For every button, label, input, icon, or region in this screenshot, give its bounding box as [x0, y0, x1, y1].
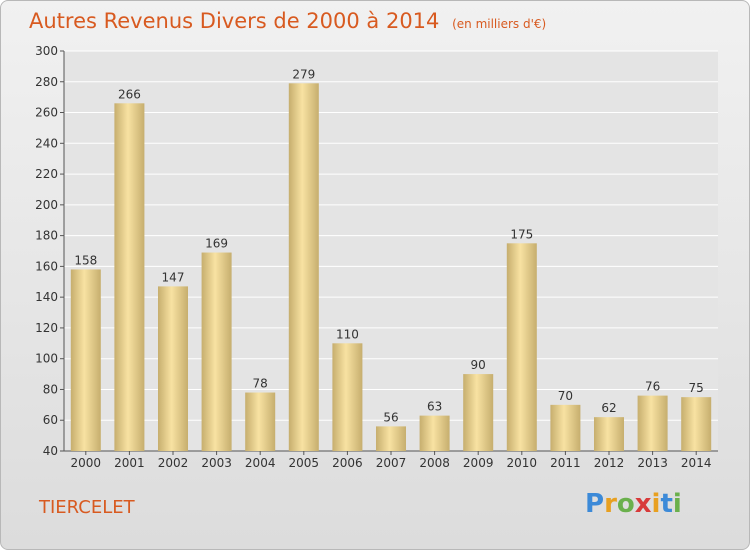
y-tick-label: 240: [35, 136, 58, 150]
data-label: 78: [253, 377, 268, 391]
x-tick-label: 2009: [463, 456, 494, 470]
data-label: 110: [336, 327, 359, 341]
chart-title: Autres Revenus Divers de 2000 à 2014 (en…: [29, 9, 546, 33]
x-tick-label: 2014: [681, 456, 712, 470]
data-label: 158: [74, 253, 97, 267]
y-tick-label: 100: [35, 352, 58, 366]
data-label: 175: [510, 227, 533, 241]
y-tick-label: 220: [35, 167, 58, 181]
data-label: 266: [118, 87, 141, 101]
bar: [332, 343, 363, 451]
data-label: 147: [162, 270, 185, 284]
data-label: 63: [427, 400, 442, 414]
chart-unit: (en milliers d'€): [452, 17, 547, 31]
y-tick-label: 180: [35, 229, 58, 243]
data-label: 90: [471, 358, 486, 372]
bar: [245, 392, 276, 451]
bar: [506, 243, 537, 451]
y-tick-label: 140: [35, 290, 58, 304]
y-tick-label: 60: [43, 413, 58, 427]
x-tick-label: 2002: [158, 456, 189, 470]
x-tick-label: 2005: [289, 456, 320, 470]
data-label: 62: [601, 401, 616, 415]
x-tick-label: 2010: [507, 456, 538, 470]
y-tick-label: 200: [35, 198, 58, 212]
data-label: 75: [689, 381, 704, 395]
y-tick-label: 280: [35, 75, 58, 89]
y-tick-label: 260: [35, 106, 58, 120]
bar: [376, 426, 406, 451]
y-tick-label: 120: [35, 321, 58, 335]
bar: [637, 395, 668, 451]
y-tick-label: 80: [43, 382, 58, 396]
commune-name: TIERCELET: [39, 497, 135, 518]
bar: [114, 103, 145, 452]
y-tick-label: 160: [35, 259, 58, 273]
x-tick-label: 2011: [550, 456, 581, 470]
y-tick-label: 40: [43, 444, 58, 458]
bar: [594, 417, 624, 451]
proxiti-logo: Proxiti: [585, 489, 682, 519]
bar: [550, 404, 581, 451]
data-label: 279: [292, 67, 315, 81]
x-tick-label: 2013: [637, 456, 668, 470]
x-tick-label: 2000: [71, 456, 102, 470]
bar: [288, 83, 319, 452]
bar: [419, 415, 450, 451]
x-tick-label: 2007: [376, 456, 407, 470]
bar: [201, 252, 232, 451]
x-tick-label: 2006: [332, 456, 363, 470]
y-tick-label: 300: [35, 44, 58, 58]
data-label: 169: [205, 237, 228, 251]
bar: [681, 397, 712, 451]
chart-title-text: Autres Revenus Divers de 2000 à 2014: [29, 9, 440, 33]
data-label: 70: [558, 389, 573, 403]
bar: [158, 286, 188, 451]
x-tick-label: 2001: [114, 456, 145, 470]
bar: [463, 374, 494, 451]
x-tick-label: 2004: [245, 456, 276, 470]
x-tick-label: 2003: [201, 456, 232, 470]
x-tick-label: 2012: [594, 456, 625, 470]
bar: [70, 269, 101, 451]
data-label: 56: [383, 410, 398, 424]
x-tick-label: 2008: [419, 456, 450, 470]
data-label: 76: [645, 380, 660, 394]
